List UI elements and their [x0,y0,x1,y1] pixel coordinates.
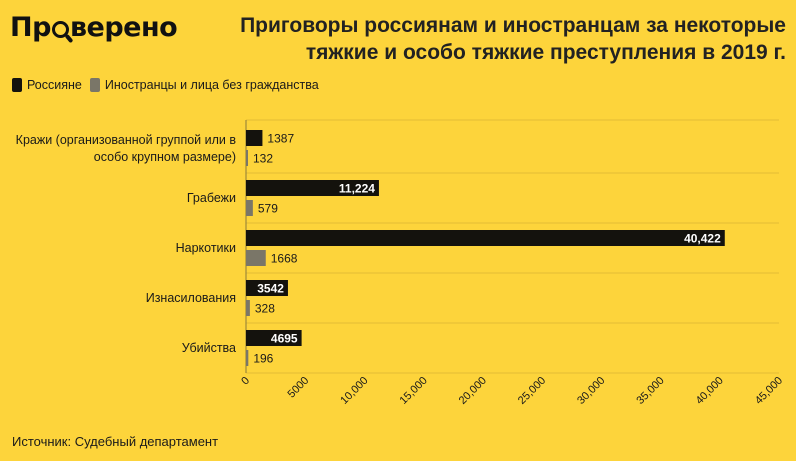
x-tick-label: 15,000 [398,375,430,407]
x-tick-label: 45,000 [753,375,785,407]
category-label: Убийства [182,341,236,355]
data-label-foreigners: 196 [253,352,273,366]
bar-russians [246,330,302,346]
legend-swatch-russians [12,78,22,92]
data-label-foreigners: 132 [253,152,273,166]
category-label: Изнасилования [146,291,236,305]
category-label: Кражи (организованной группой или в [16,133,237,147]
legend-label-foreigners: Иностранцы и лица без гражданства [104,78,319,92]
bar-foreigners [246,350,249,366]
x-tick-label: 25,000 [516,375,548,407]
category-label: особо крупном размере) [94,150,236,164]
data-label-russians: 11,224 [339,182,375,196]
bar-foreigners [246,150,248,166]
legend-item-russians: Россияне [12,78,82,92]
bar-foreigners [246,250,266,266]
legend-item-foreigners: Иностранцы и лица без гражданства [89,78,319,92]
magnifier-icon [51,21,69,38]
x-tick-label: 0 [239,375,252,388]
x-tick-label: 5000 [286,375,312,401]
category-label: Наркотики [176,241,236,255]
x-tick-label: 35,000 [634,375,666,407]
source-note: Источник: Судебный департамент [12,434,219,449]
data-label-russians: 4695 [271,332,298,346]
category-label: Грабежи [187,191,236,205]
x-tick-label: 30,000 [575,375,607,407]
logo-text-start: Пр [10,12,51,43]
bar-foreigners [246,300,250,316]
x-tick-label: 20,000 [457,375,489,407]
data-label-russians: 1387 [267,132,294,146]
legend-swatch-foreigners [89,78,100,92]
data-label-russians: 3542 [257,282,284,296]
chart-title: Приговоры россиянам и иностранцам за нек… [240,14,786,64]
data-label-russians: 40,422 [684,232,721,246]
bar-russians [246,130,263,146]
data-label-foreigners: 328 [255,302,275,316]
bar-russians [246,280,288,296]
logo: Пр верено [10,12,178,43]
data-label-foreigners: 579 [258,202,278,216]
x-tick-label: 10,000 [338,375,370,407]
logo-text-end: верено [69,12,178,43]
bar-russians [246,230,725,246]
bar-russians [246,180,379,196]
legend-label-russians: Россияне [27,78,82,92]
bar-foreigners [246,200,253,216]
x-tick-label: 40,000 [694,375,726,407]
legend: Россияне Иностранцы и лица без гражданст… [12,78,327,92]
data-label-foreigners: 1668 [271,252,298,266]
